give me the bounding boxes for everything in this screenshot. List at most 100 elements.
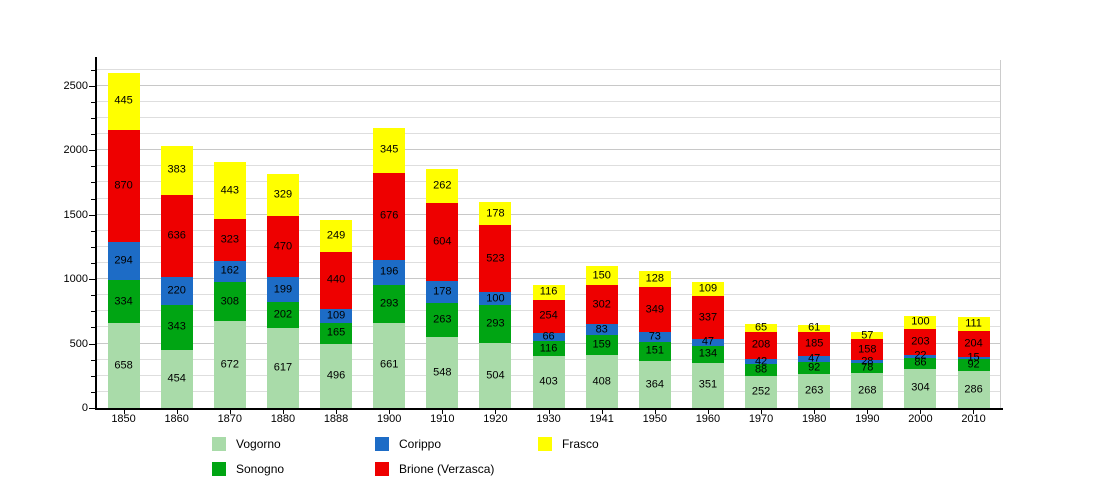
bar-segment-sonogno: 159 [585, 334, 618, 356]
bar-value-label: 323 [220, 233, 239, 246]
bar-segment-corippo: 66 [532, 331, 565, 342]
bar-value-label: 199 [273, 283, 293, 296]
bar-segment-corippo: 196 [373, 259, 406, 286]
x-tick [867, 410, 869, 414]
x-tick-label: 1870 [217, 413, 243, 425]
x-tick [336, 410, 338, 414]
bar-segment-brione-verzasca-: 254 [532, 299, 565, 333]
bar-segment-vogorno: 617 [266, 328, 299, 408]
stacked-bar: 496 165 109 440 249 [320, 219, 353, 408]
stacked-bar: 351 134 47 337 109 [691, 281, 724, 408]
legend-label: Vogorno [236, 436, 281, 451]
legend-item-frasco: Frasco [538, 436, 701, 451]
bar-segment-corippo: 28 [851, 356, 884, 367]
bar-column: 548 263 178 604 262 [416, 60, 469, 408]
x-axis: 1850 1860 1870 1880 1888 1900 1910 1920 1930 1941… [97, 413, 1000, 425]
bar-segment-brione-verzasca-: 636 [160, 194, 193, 277]
y-tick [89, 85, 95, 87]
bar-segment-corippo: 47 [798, 352, 831, 365]
bar-segment-vogorno: 286 [957, 371, 990, 408]
bar-segment-sonogno: 116 [532, 341, 565, 357]
bar-value-label: 109 [326, 309, 346, 322]
y-tick-label: 0 [81, 402, 88, 414]
legend-swatch [212, 461, 226, 476]
bar-segment-vogorno: 403 [532, 356, 565, 408]
bar-value-label: 47 [808, 352, 821, 365]
gridline [97, 278, 1000, 280]
y-tick-label: 2000 [63, 144, 88, 157]
bar-value-label: 159 [592, 338, 611, 351]
bar-segment-sonogno: 202 [266, 302, 299, 329]
bar-segment-frasco: 329 [266, 173, 299, 217]
bar-value-label: 47 [701, 335, 715, 348]
bar-value-label: 128 [645, 272, 664, 285]
bar-segment-brione-verzasca-: 158 [851, 339, 884, 360]
bar-segment-vogorno: 548 [426, 337, 459, 408]
legend-swatch [538, 436, 552, 451]
bar-column: 252 88 42 208 65 [735, 60, 788, 408]
bar-value-label: 343 [167, 320, 186, 333]
bar-segment-brione-verzasca-: 208 [745, 332, 778, 359]
y-tick [91, 101, 95, 103]
bar-segment-brione-verzasca-: 440 [320, 252, 353, 309]
y-tick [91, 391, 95, 393]
legend-label: Corippo [399, 436, 442, 451]
stacked-bar: 548 263 178 604 262 [426, 168, 459, 408]
x-tick [601, 410, 603, 414]
bar-value-label: 286 [964, 383, 983, 396]
bar-segment-vogorno: 504 [479, 343, 512, 408]
bar-value-label: 158 [858, 343, 877, 356]
bar-segment-corippo: 220 [160, 276, 193, 306]
bar-segment-corippo: 100 [479, 292, 512, 306]
x-tick [760, 410, 762, 414]
bar-value-label: 523 [486, 252, 505, 265]
bar-value-label: 116 [539, 342, 558, 355]
bar-value-label: 111 [965, 317, 982, 330]
bar-segment-vogorno: 252 [745, 375, 778, 408]
bar-segment-vogorno: 364 [638, 361, 671, 408]
gridline [97, 68, 1000, 70]
y-tick [91, 182, 95, 184]
bar-segment-sonogno: 88 [745, 364, 778, 376]
bar-segment-corippo: 294 [107, 242, 140, 281]
x-tick-label: 1950 [642, 413, 668, 425]
bar-value-label: 92 [808, 361, 821, 374]
bar-segment-vogorno: 672 [213, 321, 246, 408]
x-tick [707, 410, 709, 414]
bar-segment-sonogno: 343 [160, 305, 193, 350]
stacked-bar: 454 343 220 636 383 [160, 145, 193, 408]
bar-column: 661 293 196 676 345 [363, 60, 416, 408]
bar-segment-sonogno: 308 [213, 281, 246, 322]
bar-segment-brione-verzasca-: 323 [213, 219, 246, 261]
bar-value-label: 658 [114, 359, 133, 372]
bar-segment-brione-verzasca-: 302 [585, 285, 618, 325]
bar-column: 351 134 47 337 109 [681, 60, 734, 408]
stacked-bar: 617 202 199 470 329 [266, 173, 299, 408]
gridline [97, 213, 1000, 215]
y-tick [91, 327, 95, 329]
gridline [97, 245, 1000, 247]
legend-label: Sonogno [236, 461, 285, 476]
stacked-bar: 252 88 42 208 65 [745, 322, 778, 408]
bar-value-label: 185 [805, 337, 824, 350]
bar-value-label: 165 [326, 326, 346, 339]
bar-value-label: 293 [486, 317, 505, 330]
bar-segment-brione-verzasca-: 349 [638, 287, 671, 333]
gridline [97, 262, 1000, 263]
bar-value-label: 496 [326, 369, 346, 382]
x-tick-label: 2000 [908, 413, 933, 425]
bar-value-label: 383 [167, 163, 186, 176]
bar-value-label: 57 [861, 329, 874, 342]
stacked-bar: 364 151 73 349 128 [638, 270, 671, 408]
bar-segment-frasco: 249 [320, 219, 353, 253]
stacked-bar: 672 308 162 323 443 [213, 162, 246, 408]
x-tick-label: 1888 [323, 413, 349, 425]
bar-segment-brione-verzasca-: 337 [691, 296, 724, 340]
bar-value-label: 196 [380, 265, 399, 278]
bar-segment-brione-verzasca-: 523 [479, 225, 512, 293]
bar-value-label: 351 [698, 378, 718, 391]
x-tick-label: 1880 [270, 413, 296, 425]
bar-value-label: 454 [167, 372, 186, 385]
x-tick [973, 410, 975, 414]
